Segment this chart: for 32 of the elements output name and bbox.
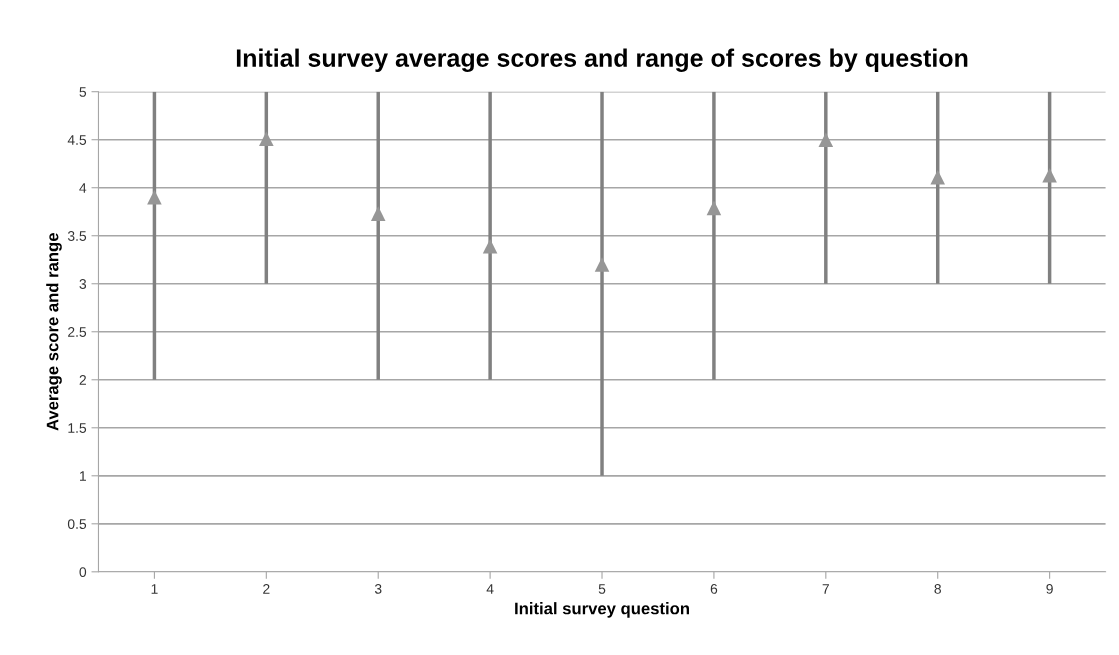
x-tick-label: 5 [598, 584, 606, 594]
x-tick-label: 1 [151, 584, 158, 594]
x-tick-label: 9 [1046, 583, 1053, 594]
point [1042, 167, 1057, 183]
point [259, 131, 274, 147]
x-tick-label: 7 [822, 584, 829, 594]
x-tick-label: 3 [374, 583, 382, 594]
point [482, 239, 498, 254]
y-tick-label: 3 [79, 279, 87, 289]
x-tick-label: 8 [934, 583, 941, 594]
y-tick-label: 5 [79, 87, 87, 97]
point [930, 169, 946, 185]
y-tick-label: 1.5 [68, 423, 87, 433]
y-tick-label: 2 [79, 375, 86, 385]
x-tick-label: 6 [710, 583, 718, 594]
y-tick-label: 0.5 [67, 519, 87, 529]
y-tick-label: 0 [79, 567, 87, 577]
y-tick-label: 3.5 [67, 231, 87, 241]
x-tick-label: 2 [263, 583, 270, 594]
x-tick-label: 4 [486, 584, 494, 594]
x-axis-title: Initial survey question [515, 602, 689, 618]
point [370, 206, 386, 221]
point [147, 190, 162, 205]
y-axis-title: Average score and range [46, 233, 62, 431]
y-tick-label: 4 [79, 183, 87, 193]
point [818, 132, 834, 147]
chart-title: Initial survey average scores and range of scores by question [236, 48, 968, 72]
y-tick-label: 1 [80, 471, 86, 481]
point [594, 257, 610, 272]
y-tick-label: 4.5 [67, 135, 87, 145]
point [706, 200, 722, 216]
y-tick-label: 2.5 [68, 327, 87, 337]
